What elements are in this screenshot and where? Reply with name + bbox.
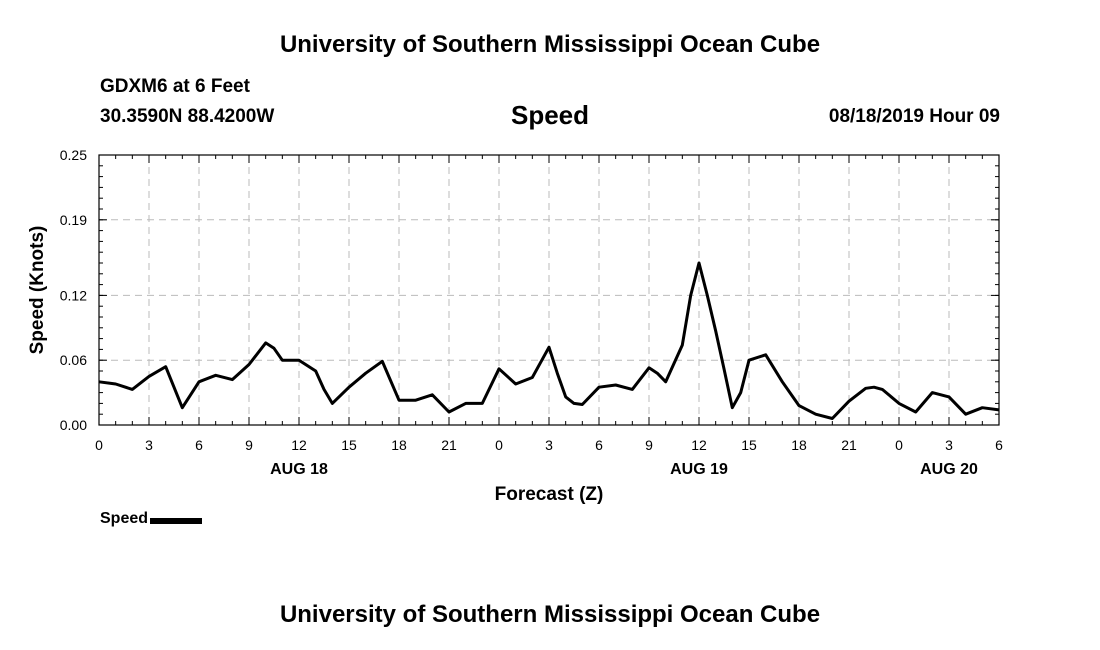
chart-title: University of Southern Mississippi Ocean… [279,31,821,58]
x-tick-labels: 0 3 6 9 12 15 18 21 0 3 6 9 12 15 18 21 0 3 6 [95,437,1003,453]
x-tick-label: 3 [945,437,953,453]
x-tick-label: 0 [95,437,103,453]
date-label: AUG 20 [920,461,978,478]
plot-frame [98,154,1000,426]
footer-title: University of Southern Mississippi Ocean… [279,601,821,628]
x-tick-label: 0 [495,437,503,453]
speed-chart: 0.00 0.06 0.12 0.19 0.25 0 3 6 9 12 15 18 21 0 3 6 9 12 1… [27,147,1003,505]
x-tick-label: 9 [645,437,653,453]
legend: Speed [100,510,203,528]
y-tick-label: 0.06 [60,352,87,368]
x-tick-label: 15 [741,437,757,453]
y-tick-label: 0.12 [60,287,87,303]
y-tick-labels: 0.00 0.06 0.12 0.19 0.25 [60,147,87,433]
x-tick-label: 0 [895,437,903,453]
legend-label: Speed [100,510,149,527]
station-label: GDXM6 at 6 Feet [100,76,250,97]
y-tick-label: 0.00 [60,417,87,433]
x-tick-label: 3 [145,437,153,453]
y-tick-label: 0.25 [60,147,87,163]
coordinates-label: 30.3590N 88.4200W [100,106,275,127]
legend-swatch [150,517,203,524]
x-tick-label: 21 [441,437,457,453]
x-tick-label: 18 [391,437,407,453]
y-axis-label: Speed (Knots) [27,226,48,355]
x-tick-label: 15 [341,437,357,453]
x-tick-label: 6 [595,437,603,453]
date-label: AUG 18 [270,461,328,478]
x-tick-label: 12 [291,437,307,453]
x-tick-label: 6 [995,437,1003,453]
x-tick-label: 12 [691,437,707,453]
variable-title: Speed [510,100,590,130]
x-tick-label: 18 [791,437,807,453]
y-tick-label: 0.19 [60,212,87,228]
grid-lines [99,155,999,425]
x-axis-label: Forecast (Z) [495,484,604,505]
date-labels: AUG 18 AUG 19 AUG 20 [270,461,978,478]
date-label: AUG 19 [670,461,728,478]
x-tick-label: 9 [245,437,253,453]
x-tick-label: 21 [841,437,857,453]
x-tick-label: 3 [545,437,553,453]
series-line-speed [98,261,1000,420]
x-tick-label: 6 [195,437,203,453]
datetime-label: 08/18/2019 Hour 09 [828,106,1000,127]
series-layer [98,261,1000,420]
